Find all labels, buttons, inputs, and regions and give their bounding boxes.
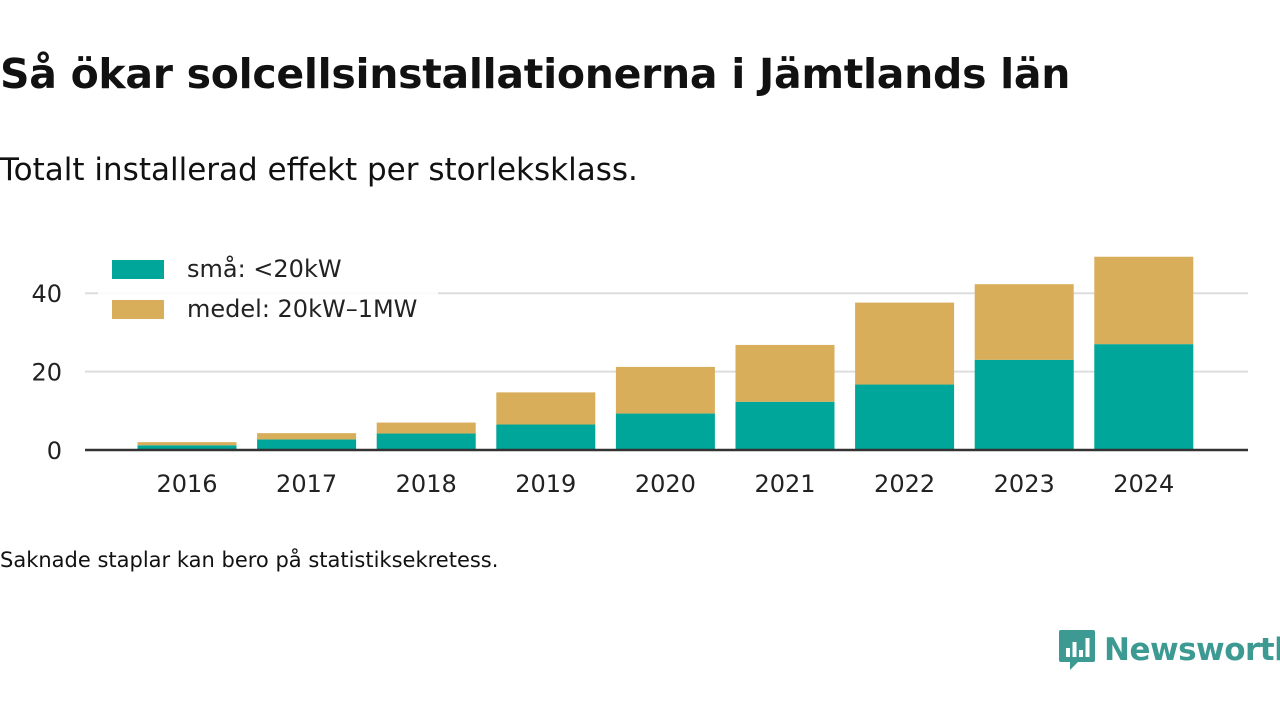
- x-tick-label: 2023: [994, 470, 1055, 498]
- bar-medium-2023: [974, 284, 1074, 360]
- newsworthy-logo-icon: [1059, 630, 1095, 670]
- bar-medium-2017: [257, 433, 357, 440]
- bar-medium-2021: [735, 344, 835, 402]
- bar-medium-2019: [496, 392, 596, 425]
- y-tick-label: 40: [31, 280, 62, 308]
- bars: [137, 256, 1194, 450]
- bar-small-2020: [615, 413, 715, 450]
- legend-swatch-medium: [112, 300, 164, 319]
- bar-medium-2022: [855, 302, 955, 385]
- bar-small-2017: [257, 439, 357, 450]
- x-tick-label: 2021: [754, 470, 815, 498]
- bar-small-2016: [137, 445, 237, 450]
- legend: små: <20kW medel: 20kW–1MW: [98, 252, 438, 338]
- y-tick-label: 0: [47, 437, 62, 465]
- x-tick-label: 2018: [396, 470, 457, 498]
- bar-medium-2020: [615, 366, 715, 414]
- brand-logo: Newsworthy: [1058, 628, 1280, 672]
- bar-small-2021: [735, 401, 835, 450]
- bar-medium-2024: [1094, 256, 1194, 345]
- bar-medium-2016: [137, 442, 237, 446]
- stacked-bar-chart: 0 20 40 2016 2017 2018 2019 2020 2021 2022 2023 202…: [31, 252, 1248, 498]
- legend-swatch-small: [112, 260, 164, 279]
- y-tick-label: 20: [31, 359, 62, 387]
- legend-label-small: små: <20kW: [187, 254, 342, 283]
- x-tick-label: 2022: [874, 470, 935, 498]
- legend-label-medium: medel: 20kW–1MW: [187, 295, 417, 323]
- x-tick-label: 2016: [156, 470, 217, 498]
- x-tick-label: 2019: [515, 470, 576, 498]
- x-tick-label: 2020: [635, 470, 696, 498]
- x-tick-label: 2017: [276, 470, 337, 498]
- tick-labels: 0 20 40 2016 2017 2018 2019 2020 2021 2022 2023 202…: [31, 280, 1174, 498]
- chart-title: Så ökar solcellsinstallationerna i Jämtl…: [0, 50, 1071, 98]
- chart-subtitle: Totalt installerad effekt per storlekskl…: [0, 152, 638, 188]
- bar-small-2019: [496, 424, 596, 450]
- bar-small-2018: [376, 433, 476, 450]
- bar-small-2022: [855, 384, 955, 450]
- x-tick-label: 2024: [1113, 470, 1174, 498]
- footnote: Saknade staplar kan bero på statistiksek…: [0, 548, 499, 572]
- bar-medium-2018: [376, 422, 476, 434]
- brand-name: Newsworthy: [1104, 632, 1280, 668]
- bar-small-2024: [1094, 344, 1194, 450]
- bar-small-2023: [974, 359, 1074, 450]
